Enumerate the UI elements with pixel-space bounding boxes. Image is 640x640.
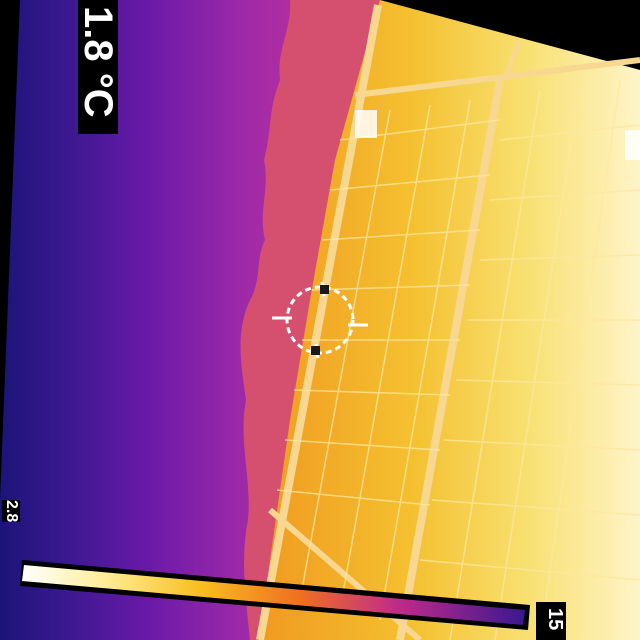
scale-high-label: 15 [536,602,566,640]
hot-spot [355,110,377,138]
top-border [380,0,640,60]
spot-temperature-readout: 1.8 °C [76,0,120,134]
temperature-scale-bar [20,560,530,630]
hot-spot [625,130,640,160]
scale-low-label: 2.8 [2,500,20,523]
solar-panel-array [260,0,640,640]
left-border [0,0,20,500]
measurement-crosshair [272,281,368,359]
